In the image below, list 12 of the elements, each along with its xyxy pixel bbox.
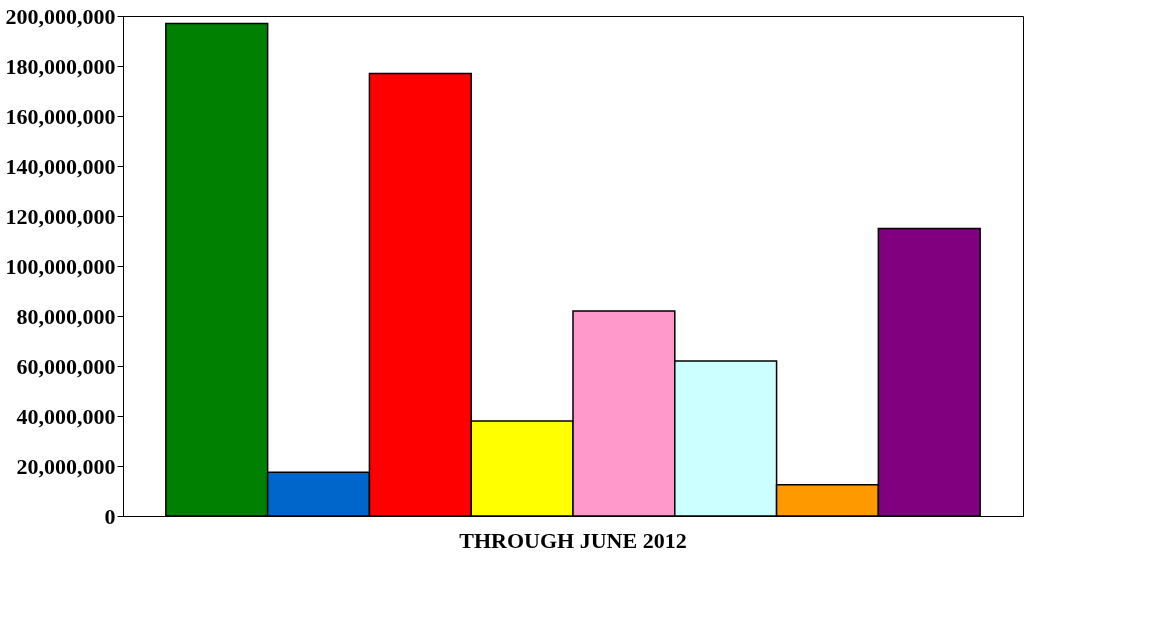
y-tick-label: 200,000,000 — [5, 3, 116, 29]
y-tick-label: 180,000,000 — [5, 53, 116, 79]
y-tick-label: 40,000,000 — [16, 403, 116, 429]
y-tick-label: 20,000,000 — [16, 453, 116, 479]
y-tick-label: 140,000,000 — [5, 153, 116, 179]
y-tick-label: 80,000,000 — [16, 303, 116, 329]
y-tick-label: 60,000,000 — [16, 353, 116, 379]
x-tick-label: THROUGH JUNE 2012 — [459, 527, 687, 553]
y-tick-label: 120,000,000 — [5, 203, 116, 229]
y-tick-label: 160,000,000 — [5, 103, 116, 129]
y-tick-label: 0 — [104, 503, 116, 529]
y-tick-label: 100,000,000 — [5, 253, 116, 279]
